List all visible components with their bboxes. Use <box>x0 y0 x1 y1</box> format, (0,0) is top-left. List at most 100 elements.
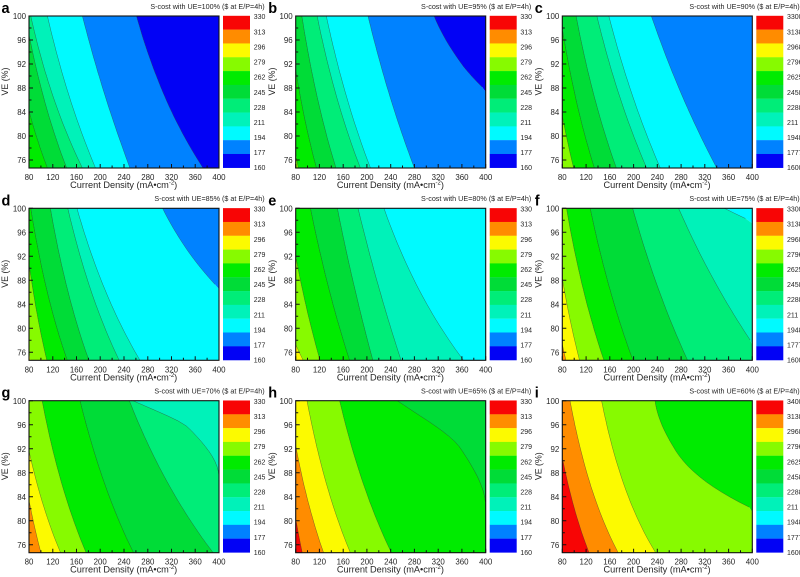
svg-text:262: 262 <box>520 267 532 274</box>
svg-text:313: 313 <box>520 29 532 36</box>
svg-text:211: 211 <box>520 505 531 512</box>
svg-text:120: 120 <box>46 173 60 182</box>
svg-text:88: 88 <box>17 84 26 93</box>
svg-text:400: 400 <box>212 173 226 182</box>
svg-text:160: 160 <box>70 365 84 374</box>
svg-text:80: 80 <box>17 517 26 526</box>
svg-text:80: 80 <box>558 558 567 567</box>
svg-text:Current Density (mA•cm-2): Current Density (mA•cm-2) <box>603 372 710 382</box>
svg-text:b: b <box>268 1 277 17</box>
svg-text:228: 228 <box>520 297 532 304</box>
svg-text:VE (%): VE (%) <box>267 68 277 96</box>
svg-text:240: 240 <box>117 365 131 374</box>
svg-text:Current Density (mA•cm-2): Current Density (mA•cm-2) <box>337 180 444 190</box>
svg-text:330: 330 <box>520 14 532 21</box>
svg-text:245: 245 <box>520 474 532 481</box>
svg-text:3138: 3138 <box>787 29 800 36</box>
svg-text:1777: 1777 <box>787 150 800 157</box>
svg-text:S-cost with UE=85% ($ at E/P=4: S-cost with UE=85% ($ at E/P=4h) <box>154 194 264 203</box>
svg-text:296: 296 <box>520 237 532 244</box>
svg-text:S-cost with UE=95% ($ at E/P=4: S-cost with UE=95% ($ at E/P=4h) <box>421 2 531 11</box>
svg-text:194: 194 <box>520 327 532 334</box>
svg-text:262: 262 <box>254 459 266 466</box>
svg-text:360: 360 <box>189 173 203 182</box>
svg-text:280: 280 <box>141 173 155 182</box>
svg-text:240: 240 <box>117 173 131 182</box>
svg-text:240: 240 <box>384 558 398 567</box>
svg-text:80: 80 <box>17 132 26 141</box>
svg-text:211: 211 <box>254 120 265 127</box>
svg-text:100: 100 <box>280 397 294 406</box>
svg-text:c: c <box>535 1 543 17</box>
svg-text:160: 160 <box>603 365 617 374</box>
svg-text:400: 400 <box>212 558 226 567</box>
svg-text:200: 200 <box>360 365 374 374</box>
svg-text:80: 80 <box>25 558 34 567</box>
svg-text:100: 100 <box>546 397 560 406</box>
svg-text:200: 200 <box>94 558 108 567</box>
svg-text:d: d <box>2 193 11 209</box>
svg-text:200: 200 <box>360 558 374 567</box>
svg-text:160: 160 <box>603 558 617 567</box>
svg-text:3300: 3300 <box>787 14 800 21</box>
svg-text:1600: 1600 <box>787 358 800 365</box>
svg-text:194: 194 <box>254 135 266 142</box>
svg-text:100: 100 <box>546 204 560 213</box>
svg-text:313: 313 <box>254 29 266 36</box>
svg-text:330: 330 <box>254 399 266 406</box>
svg-text:a: a <box>2 1 11 17</box>
svg-text:88: 88 <box>284 469 293 478</box>
svg-text:194: 194 <box>254 327 266 334</box>
svg-text:2288: 2288 <box>787 490 800 497</box>
svg-text:88: 88 <box>551 276 560 285</box>
svg-text:211: 211 <box>520 120 531 127</box>
svg-text:240: 240 <box>384 365 398 374</box>
svg-text:84: 84 <box>551 493 560 502</box>
svg-text:84: 84 <box>17 300 26 309</box>
svg-text:160: 160 <box>337 365 351 374</box>
svg-text:VE (%): VE (%) <box>534 260 544 288</box>
svg-text:194: 194 <box>520 520 532 527</box>
svg-text:177: 177 <box>254 343 266 350</box>
svg-text:313: 313 <box>254 222 266 229</box>
svg-text:330: 330 <box>254 14 266 21</box>
svg-text:177: 177 <box>520 150 532 157</box>
svg-text:279: 279 <box>520 60 532 67</box>
svg-text:400: 400 <box>746 558 760 567</box>
svg-text:296: 296 <box>254 44 266 51</box>
svg-text:VE (%): VE (%) <box>0 68 10 96</box>
svg-text:2288: 2288 <box>787 105 800 112</box>
svg-text:96: 96 <box>17 36 26 45</box>
svg-text:360: 360 <box>722 173 736 182</box>
svg-text:320: 320 <box>165 558 179 567</box>
svg-text:160: 160 <box>254 358 266 365</box>
svg-text:279: 279 <box>254 444 266 451</box>
svg-text:200: 200 <box>360 173 374 182</box>
svg-text:92: 92 <box>551 60 560 69</box>
svg-text:360: 360 <box>189 558 203 567</box>
svg-text:2288: 2288 <box>787 297 800 304</box>
svg-text:1777: 1777 <box>787 343 800 350</box>
svg-text:100: 100 <box>546 12 560 21</box>
svg-text:245: 245 <box>520 90 532 97</box>
svg-text:96: 96 <box>551 421 560 430</box>
svg-text:76: 76 <box>551 156 560 165</box>
svg-text:296: 296 <box>254 237 266 244</box>
svg-text:177: 177 <box>520 343 532 350</box>
svg-text:VE (%): VE (%) <box>267 452 277 480</box>
svg-text:240: 240 <box>651 365 665 374</box>
svg-text:200: 200 <box>627 173 641 182</box>
svg-text:96: 96 <box>17 228 26 237</box>
svg-text:VE (%): VE (%) <box>534 68 544 96</box>
svg-text:211: 211 <box>787 505 798 512</box>
svg-text:92: 92 <box>17 60 26 69</box>
svg-text:2625: 2625 <box>787 267 800 274</box>
svg-text:S-cost with UE=80% ($ at E/P=4: S-cost with UE=80% ($ at E/P=4h) <box>421 194 531 203</box>
svg-text:88: 88 <box>17 469 26 478</box>
svg-text:245: 245 <box>254 474 266 481</box>
svg-text:360: 360 <box>722 365 736 374</box>
svg-text:120: 120 <box>46 558 60 567</box>
svg-text:211: 211 <box>254 312 265 319</box>
svg-text:88: 88 <box>551 469 560 478</box>
svg-text:Current Density (mA•cm-2): Current Density (mA•cm-2) <box>70 565 177 575</box>
